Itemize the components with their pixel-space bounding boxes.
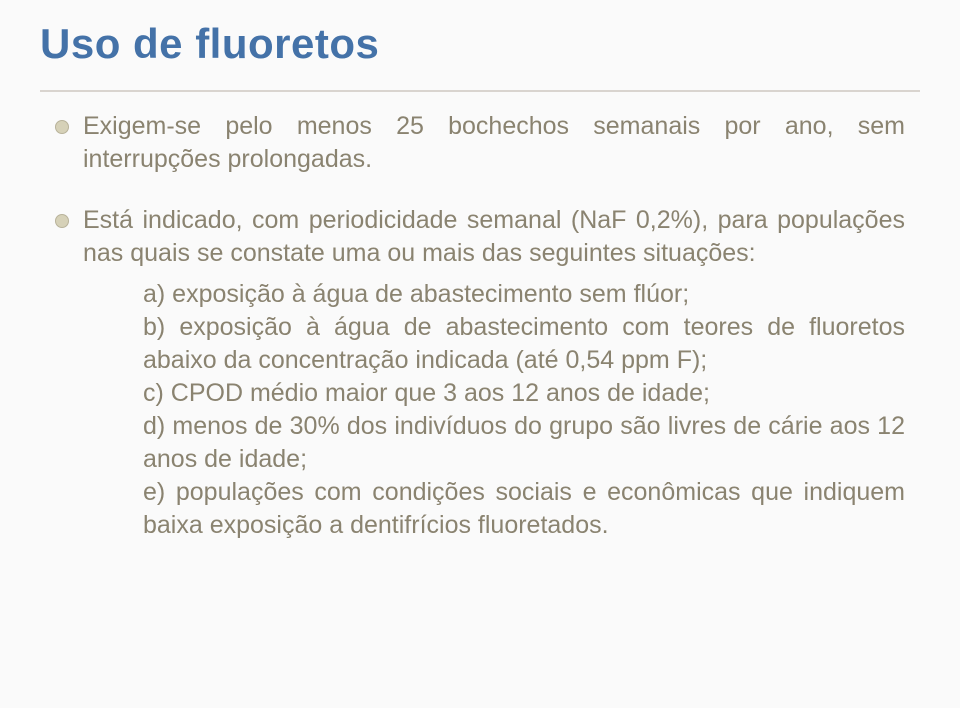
slide: Uso de fluoretos Exigem-se pelo menos 25…	[0, 0, 960, 708]
sub-item: c) CPOD médio maior que 3 aos 12 anos de…	[143, 377, 905, 410]
sub-item: b) exposição à água de abastecimento com…	[143, 311, 905, 377]
bullet-item-text: Está indicado, com periodicidade semanal…	[83, 206, 905, 267]
bullet-list: Exigem-se pelo menos 25 bochechos semana…	[55, 110, 905, 542]
sub-item: d) menos de 30% dos indivíduos do grupo …	[143, 410, 905, 476]
sub-list: a) exposição à água de abastecimento sem…	[83, 278, 905, 542]
sub-item: e) populações com condições sociais e ec…	[143, 476, 905, 542]
slide-content: Exigem-se pelo menos 25 bochechos semana…	[55, 110, 905, 570]
bullet-item: Exigem-se pelo menos 25 bochechos semana…	[55, 110, 905, 176]
sub-item: a) exposição à água de abastecimento sem…	[143, 278, 905, 311]
slide-title: Uso de fluoretos	[40, 20, 379, 68]
bullet-item: Está indicado, com periodicidade semanal…	[55, 204, 905, 542]
title-divider	[40, 90, 920, 92]
